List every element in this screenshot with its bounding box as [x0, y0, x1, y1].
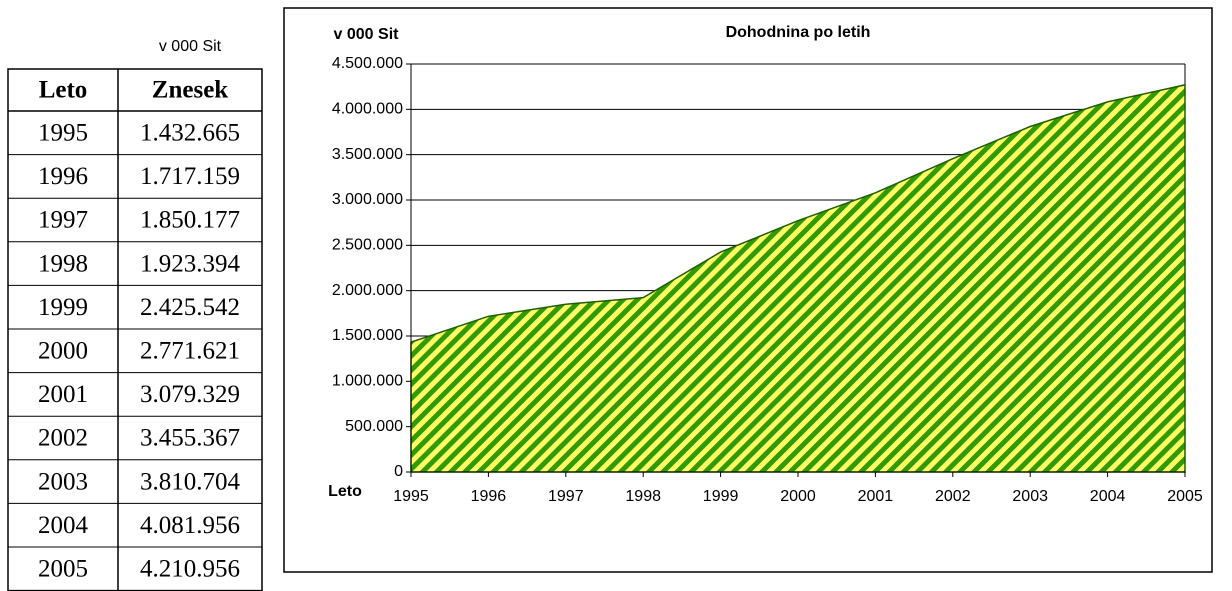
y-tick-label: 0: [394, 463, 403, 480]
table-cell: 1998: [38, 250, 88, 277]
table-cell: 3.810.704: [140, 468, 241, 495]
table-cell: 2.771.621: [140, 338, 240, 365]
table-cell: 1996: [38, 163, 88, 190]
table-cell: 1.923.394: [140, 250, 241, 277]
area: [410, 83, 1186, 473]
table-cell: 2004: [38, 512, 89, 539]
y-tick-label: 4.000.000: [332, 101, 403, 118]
x-tick-label: 1996: [471, 488, 507, 505]
y-tick-label: 2.000.000: [332, 282, 403, 299]
table-cell: 2.425.542: [140, 294, 240, 321]
y-tick-label: 2.500.000: [332, 237, 403, 254]
y-tick-label: 500.000: [345, 418, 403, 435]
chart-title: Dohodnina po letih: [726, 24, 871, 41]
y-tick-label: 4.500.000: [332, 55, 403, 72]
table-cell: 1.850.177: [140, 207, 240, 234]
table-header: Leto: [39, 77, 88, 104]
y-axis-label: v 000 Sit: [334, 26, 400, 43]
table-cell: 3.079.329: [140, 381, 240, 408]
x-tick-label: 1998: [625, 488, 661, 505]
x-tick-label: 1995: [393, 488, 429, 505]
x-tick-label: 2002: [935, 488, 971, 505]
y-tick-label: 3.500.000: [332, 146, 403, 163]
table-cell: 4.210.956: [140, 556, 240, 583]
x-tick-label: 2003: [1012, 488, 1048, 505]
table-cell: 2000: [38, 338, 88, 365]
x-tick-label: 1999: [703, 488, 739, 505]
table-cell: 2001: [38, 381, 88, 408]
table-cell: 1995: [38, 120, 88, 147]
table-header: Znesek: [152, 77, 229, 104]
table-unit: v 000 Sit: [159, 38, 222, 55]
table-cell: 2002: [38, 425, 88, 452]
x-tick-label: 2001: [858, 488, 894, 505]
y-tick-label: 3.000.000: [332, 191, 403, 208]
x-tick-label: 2005: [1167, 488, 1203, 505]
table-cell: 3.455.367: [140, 425, 240, 452]
y-tick-label: 1.000.000: [332, 373, 403, 390]
table-cell: 2005: [38, 556, 88, 583]
x-tick-label: 1997: [548, 488, 584, 505]
table-cell: 1999: [38, 294, 88, 321]
table-cell: 4.081.956: [140, 512, 240, 539]
table-cell: 1997: [38, 207, 88, 234]
table-cell: 1.432.665: [140, 120, 240, 147]
table-cell: 2003: [38, 468, 88, 495]
y-tick-label: 1.500.000: [332, 327, 403, 344]
x-tick-label: 2000: [780, 488, 816, 505]
table-cell: 1.717.159: [140, 163, 240, 190]
x-axis-label: Leto: [328, 483, 362, 500]
x-tick-label: 2004: [1090, 488, 1126, 505]
